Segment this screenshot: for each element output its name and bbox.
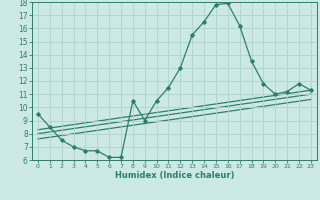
X-axis label: Humidex (Indice chaleur): Humidex (Indice chaleur) [115,171,234,180]
